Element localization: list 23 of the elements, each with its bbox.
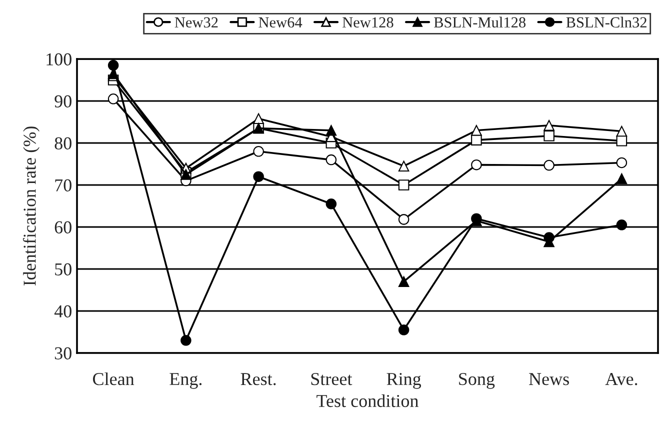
y-tick-label: 30 <box>54 347 72 360</box>
legend-label: BSLN-Mul128 <box>434 16 526 28</box>
legend-label: BSLN-Cln32 <box>566 16 646 28</box>
x-tick-label: Clean <box>92 372 134 386</box>
x-tick-label: Song <box>459 372 495 389</box>
y-tick-label: 100 <box>46 53 72 66</box>
y-tick-label: 60 <box>54 221 72 234</box>
x-tick-label: Street <box>311 373 352 386</box>
legend-label: New64 <box>258 17 302 28</box>
x-tick-label: Ring <box>386 372 422 389</box>
y-tick-label: 80 <box>54 137 72 150</box>
y-tick-label: 50 <box>55 263 72 276</box>
y-tick-label: 90 <box>54 95 72 108</box>
x-tick-label: Ave. <box>605 373 638 386</box>
y-tick-label: 70 <box>55 179 72 192</box>
x-tick-label: News <box>529 373 569 386</box>
x-axis-title: Test condition <box>316 394 418 408</box>
y-tick-label: 40 <box>54 305 72 318</box>
x-tick-label: Rest. <box>240 373 276 386</box>
legend-label: New128 <box>342 17 394 28</box>
y-axis-title: Identification rate (%) <box>22 126 40 286</box>
x-tick-label: Eng. <box>170 373 202 389</box>
legend-label: New32 <box>174 17 218 28</box>
